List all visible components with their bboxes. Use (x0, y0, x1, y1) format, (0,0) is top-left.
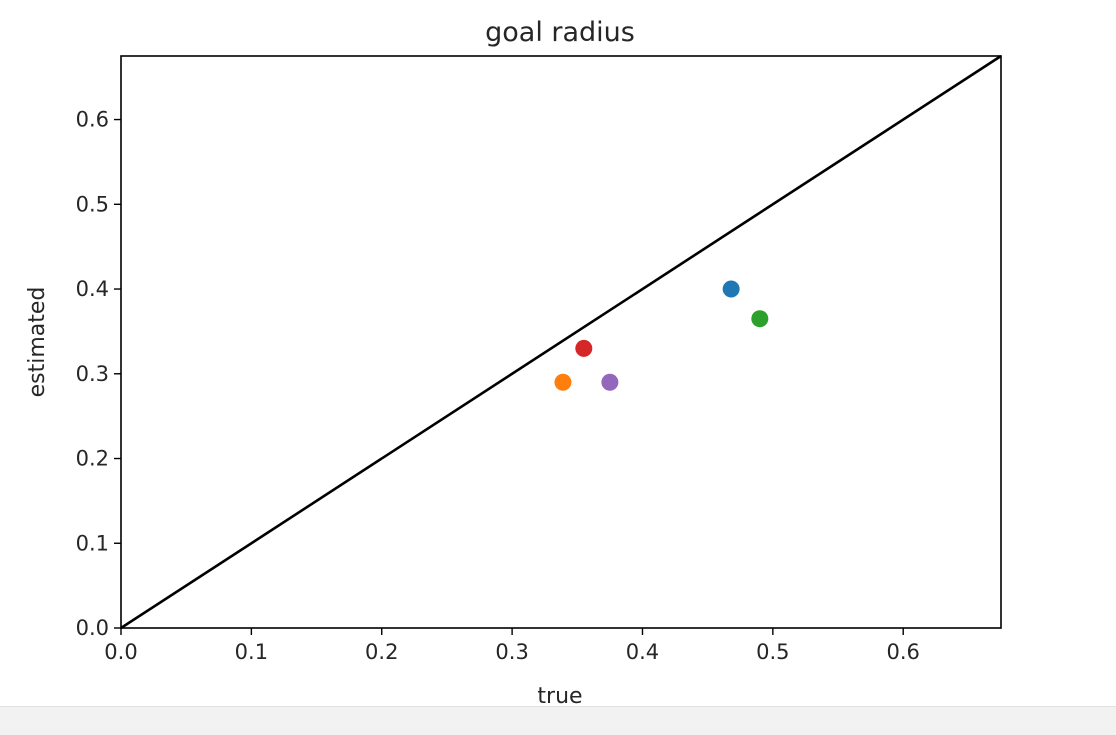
chart-title: goal radius (485, 17, 635, 48)
y-tick-label: 0.3 (76, 362, 109, 386)
y-tick-label: 0.4 (76, 277, 109, 301)
x-axis-label: true (537, 684, 582, 709)
y-tick-label: 0.2 (76, 447, 109, 471)
scatter-point-2 (554, 373, 572, 391)
x-tick-label: 0.0 (104, 640, 137, 664)
y-tick-label: 0.1 (76, 531, 109, 555)
reference-line-layer (120, 54, 1002, 630)
x-tick-label: 0.1 (235, 640, 268, 664)
x-tick-label: 0.6 (887, 640, 920, 664)
scatter-point-1 (722, 280, 740, 298)
x-tick-label: 0.3 (495, 640, 528, 664)
y-tick-label: 0.6 (76, 108, 109, 132)
x-tick-label: 0.5 (756, 640, 789, 664)
plot-area-frame (120, 55, 1002, 629)
scatter-point-5 (601, 373, 619, 391)
y-tick-label: 0.5 (76, 192, 109, 216)
scatter-point-4 (575, 339, 593, 357)
y-axis-label: estimated (25, 287, 50, 398)
points-layer (554, 280, 769, 391)
x-axis-ticks: 0.0 0.1 0.2 0.3 0.4 0.5 0.6 (104, 628, 920, 664)
x-tick-label: 0.4 (626, 640, 659, 664)
scatter-point-3 (751, 310, 769, 328)
x-tick-label: 0.2 (365, 640, 398, 664)
window-bottom-strip (0, 706, 1116, 735)
y-tick-label: 0.0 (76, 616, 109, 640)
y-axis-ticks: 0.0 0.1 0.2 0.3 0.4 0.5 0.6 (76, 108, 121, 640)
identity-reference-line (120, 54, 1002, 630)
